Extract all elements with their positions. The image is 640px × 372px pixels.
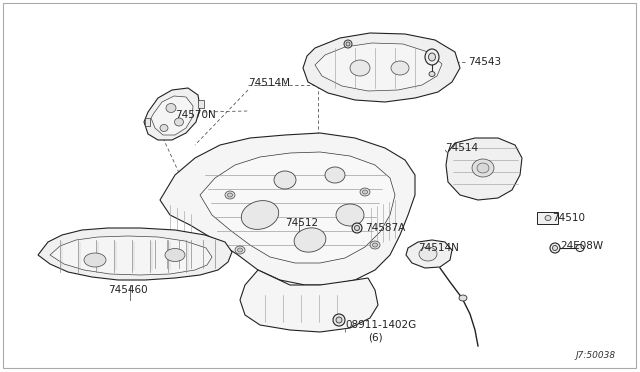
Polygon shape [315,43,442,91]
Ellipse shape [294,228,326,252]
Polygon shape [303,33,460,102]
Text: J7:50038: J7:50038 [575,350,615,359]
Polygon shape [144,88,200,140]
Text: 74514: 74514 [445,143,478,153]
Text: 08911-1402G: 08911-1402G [345,320,416,330]
Polygon shape [198,100,204,108]
Ellipse shape [225,191,235,199]
Polygon shape [151,96,193,135]
Ellipse shape [235,246,245,254]
Text: 745460: 745460 [108,285,148,295]
Ellipse shape [227,193,232,197]
Polygon shape [160,133,415,285]
Ellipse shape [237,248,243,252]
Ellipse shape [477,163,489,173]
Polygon shape [240,270,378,332]
Ellipse shape [576,244,584,251]
Ellipse shape [372,243,378,247]
Polygon shape [200,152,395,263]
Ellipse shape [84,253,106,267]
Text: 74512: 74512 [285,218,318,228]
Ellipse shape [370,241,380,249]
Polygon shape [537,212,558,224]
Ellipse shape [429,71,435,77]
Polygon shape [38,228,232,280]
Ellipse shape [472,159,494,177]
Ellipse shape [165,248,185,262]
Text: 74510: 74510 [552,213,585,223]
Ellipse shape [425,49,439,65]
Text: 24E08W: 24E08W [560,241,603,251]
Text: 74514M: 74514M [248,78,290,88]
Ellipse shape [352,223,362,233]
Ellipse shape [459,295,467,301]
Ellipse shape [166,103,176,112]
Ellipse shape [346,42,350,46]
Ellipse shape [336,204,364,226]
Text: 74587A: 74587A [365,223,405,233]
Polygon shape [406,240,452,268]
Text: (6): (6) [368,332,383,342]
Ellipse shape [355,225,360,231]
Ellipse shape [175,118,184,126]
Ellipse shape [160,125,168,131]
Ellipse shape [350,60,370,76]
Ellipse shape [333,314,345,326]
Ellipse shape [336,317,342,323]
Ellipse shape [325,167,345,183]
Text: 74570N: 74570N [175,110,216,120]
Ellipse shape [545,215,551,221]
Ellipse shape [550,243,560,253]
Polygon shape [50,236,212,275]
Ellipse shape [429,53,435,61]
Text: 74514N: 74514N [418,243,459,253]
Ellipse shape [419,247,437,261]
Ellipse shape [362,190,367,194]
Polygon shape [446,138,522,200]
Ellipse shape [344,40,352,48]
Text: 74543: 74543 [468,57,501,67]
Ellipse shape [360,188,370,196]
Ellipse shape [552,246,557,250]
Polygon shape [145,118,150,126]
Ellipse shape [274,171,296,189]
Ellipse shape [241,201,278,230]
Ellipse shape [391,61,409,75]
